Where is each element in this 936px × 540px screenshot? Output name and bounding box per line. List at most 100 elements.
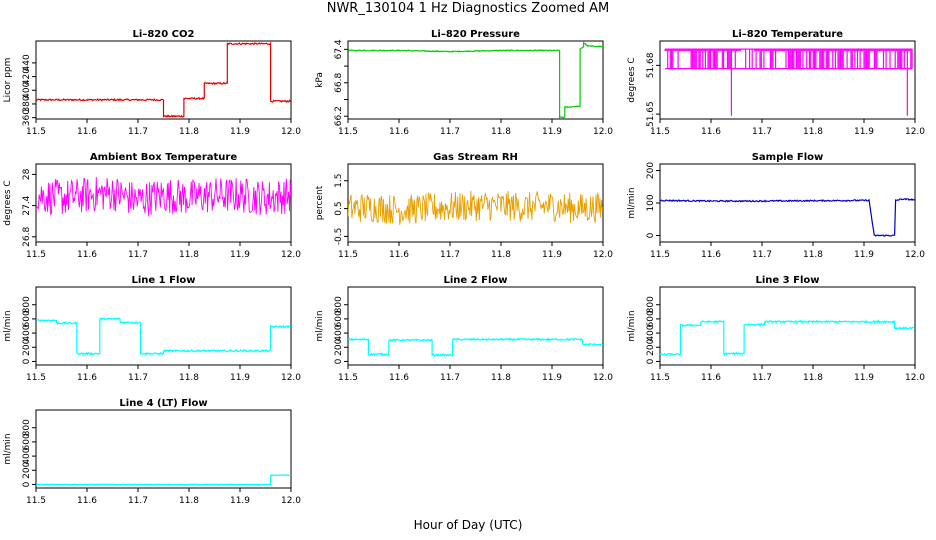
x-tick-label: 11.8 <box>803 373 823 383</box>
page-title: NWR_130104 1 Hz Diagnostics Zoomed AM <box>326 1 610 16</box>
panel-line4: Line 4 (LT) Flow 11.5 11.6 11.7 11.8 11.9 12.0… <box>0 393 312 511</box>
x-tick-label: 11.5 <box>650 250 670 260</box>
series-line-line2 <box>348 337 603 358</box>
x-tick-label: 11.8 <box>179 373 199 383</box>
y-tick-label: 0 <box>334 358 344 364</box>
y-tick-label: 67.4 <box>334 39 344 59</box>
y-axis-label-co2: Licor ppm <box>3 58 13 103</box>
x-tick-label: 11.9 <box>542 250 562 260</box>
y-tick-label: 420 <box>22 68 32 85</box>
y-tick-label: 0 <box>22 358 32 364</box>
plot-frame <box>659 163 916 243</box>
y-axis-label-line4: ml/min <box>3 433 13 464</box>
x-tick-label: 12.0 <box>281 127 301 137</box>
x-tick-label: 11.6 <box>77 250 97 260</box>
y-tick-label: 51.65 <box>646 101 656 127</box>
x-tick-label: 11.8 <box>179 496 199 506</box>
chart-title-pressure: Li–820 Pressure <box>431 29 520 40</box>
x-tick-label: 12.0 <box>281 250 301 260</box>
x-tick-label: 11.5 <box>26 250 46 260</box>
chart-title-rh: Gas Stream RH <box>433 152 518 163</box>
y-tick-label: 200 <box>22 461 32 478</box>
y-tick-label: 0.5 <box>334 201 344 215</box>
x-tick-label: 11.5 <box>650 373 670 383</box>
y-tick-label: 600 <box>22 310 32 327</box>
chart-title-co2: Li–820 CO2 <box>133 29 195 40</box>
series-line-rh <box>348 190 603 225</box>
panel-line2: Line 2 Flow 11.5 11.6 11.7 11.8 11.9 12.0 0 200 4… <box>312 270 624 388</box>
y-axis-label-line2: ml/min <box>315 310 325 341</box>
y-tick-label: 200 <box>646 338 656 355</box>
y-tick-label: 380 <box>22 95 32 112</box>
x-tick-label: 11.7 <box>440 127 460 137</box>
x-tick-label: 11.7 <box>752 373 772 383</box>
x-tick-label: 11.6 <box>389 127 409 137</box>
x-tick-label: 11.9 <box>854 250 874 260</box>
panel-temperature: Li–820 Temperature 11.5 11.6 11.7 11.8 11.9 12… <box>624 24 936 142</box>
y-tick-label: 800 <box>22 296 32 313</box>
y-tick-label: 600 <box>646 310 656 327</box>
y-axis-label-line3: ml/min <box>627 310 637 341</box>
y-tick-label: -0.5 <box>334 228 344 246</box>
x-tick-label: 11.7 <box>440 373 460 383</box>
y-axis-label-ambient: degrees C <box>3 180 13 225</box>
x-tick-label: 11.8 <box>491 250 511 260</box>
y-tick-label: 440 <box>22 54 32 71</box>
x-tick-label: 11.9 <box>230 127 250 137</box>
y-tick-label: 66.2 <box>334 106 344 126</box>
y-tick-label: 400 <box>22 324 32 341</box>
x-tick-label: 12.0 <box>905 250 925 260</box>
plot-frame <box>347 40 604 120</box>
y-axis-label-sample: ml/min <box>627 187 637 218</box>
series-line-pressure <box>348 41 603 119</box>
x-tick-label: 11.7 <box>752 127 772 137</box>
plot-frame <box>659 40 916 120</box>
panel-line3: Line 3 Flow 11.5 11.6 11.7 11.8 11.9 12.0 0 200 4… <box>624 270 936 388</box>
x-tick-label: 11.5 <box>650 127 670 137</box>
x-tick-label: 12.0 <box>281 373 301 383</box>
y-tick-label: 400 <box>22 81 32 98</box>
x-tick-label: 11.6 <box>389 373 409 383</box>
plot-frame <box>35 409 292 489</box>
y-tick-label: 51.68 <box>646 52 656 78</box>
y-tick-label: 28 <box>22 168 32 180</box>
x-axis-label: Hour of Day (UTC) <box>413 518 523 532</box>
series-line-line1 <box>36 317 291 356</box>
y-tick-label: 0 <box>646 232 656 238</box>
panel-co2: Li–820 CO2 11.5 11.6 11.7 11.8 11.9 12.0 360 380… <box>0 24 312 142</box>
x-tick-label: 11.5 <box>26 373 46 383</box>
y-axis-label-rh: percent <box>315 185 325 220</box>
panel-ambient: Ambient Box Temperature 11.5 11.6 11.7 11.8 1… <box>0 147 312 265</box>
y-tick-label: 400 <box>646 324 656 341</box>
chart-svg-ambient: Ambient Box Temperature 11.5 11.6 11.7 11.8 1… <box>3 152 301 260</box>
x-tick-label: 11.5 <box>338 373 358 383</box>
y-axis-label-line1: ml/min <box>3 310 13 341</box>
chart-svg-line1: Line 1 Flow 11.5 11.6 11.7 11.8 11.9 12.0 0 2004… <box>3 275 301 383</box>
chart-svg-co2: Li–820 CO2 11.5 11.6 11.7 11.8 11.9 12.0 360380… <box>3 29 301 137</box>
x-tick-label: 11.5 <box>26 496 46 506</box>
x-tick-label: 11.9 <box>230 250 250 260</box>
plot-frame <box>35 286 292 366</box>
chart-title-temperature: Li–820 Temperature <box>732 29 843 40</box>
series-line-temperature <box>664 48 913 116</box>
chart-svg-line3: Line 3 Flow 11.5 11.6 11.7 11.8 11.9 12.0 0 2004… <box>627 275 925 383</box>
y-tick-label: 1.5 <box>334 174 344 188</box>
x-tick-label: 11.9 <box>542 373 562 383</box>
chart-title-line1: Line 1 Flow <box>132 275 196 286</box>
chart-title-sample: Sample Flow <box>752 152 824 163</box>
x-tick-label: 11.8 <box>179 127 199 137</box>
x-tick-label: 11.8 <box>803 250 823 260</box>
y-axis-label-temperature: degrees C <box>627 57 637 102</box>
x-tick-label: 11.7 <box>128 496 148 506</box>
x-tick-label: 12.0 <box>281 496 301 506</box>
x-tick-label: 11.6 <box>701 127 721 137</box>
x-tick-label: 11.6 <box>389 250 409 260</box>
y-tick-label: 800 <box>22 419 32 436</box>
x-tick-label: 11.6 <box>77 496 97 506</box>
y-tick-label: 600 <box>334 310 344 327</box>
y-tick-label: 66.8 <box>334 72 344 92</box>
x-tick-label: 11.6 <box>701 250 721 260</box>
x-tick-label: 11.8 <box>179 250 199 260</box>
x-tick-label: 11.9 <box>854 373 874 383</box>
y-tick-label: 200 <box>334 338 344 355</box>
